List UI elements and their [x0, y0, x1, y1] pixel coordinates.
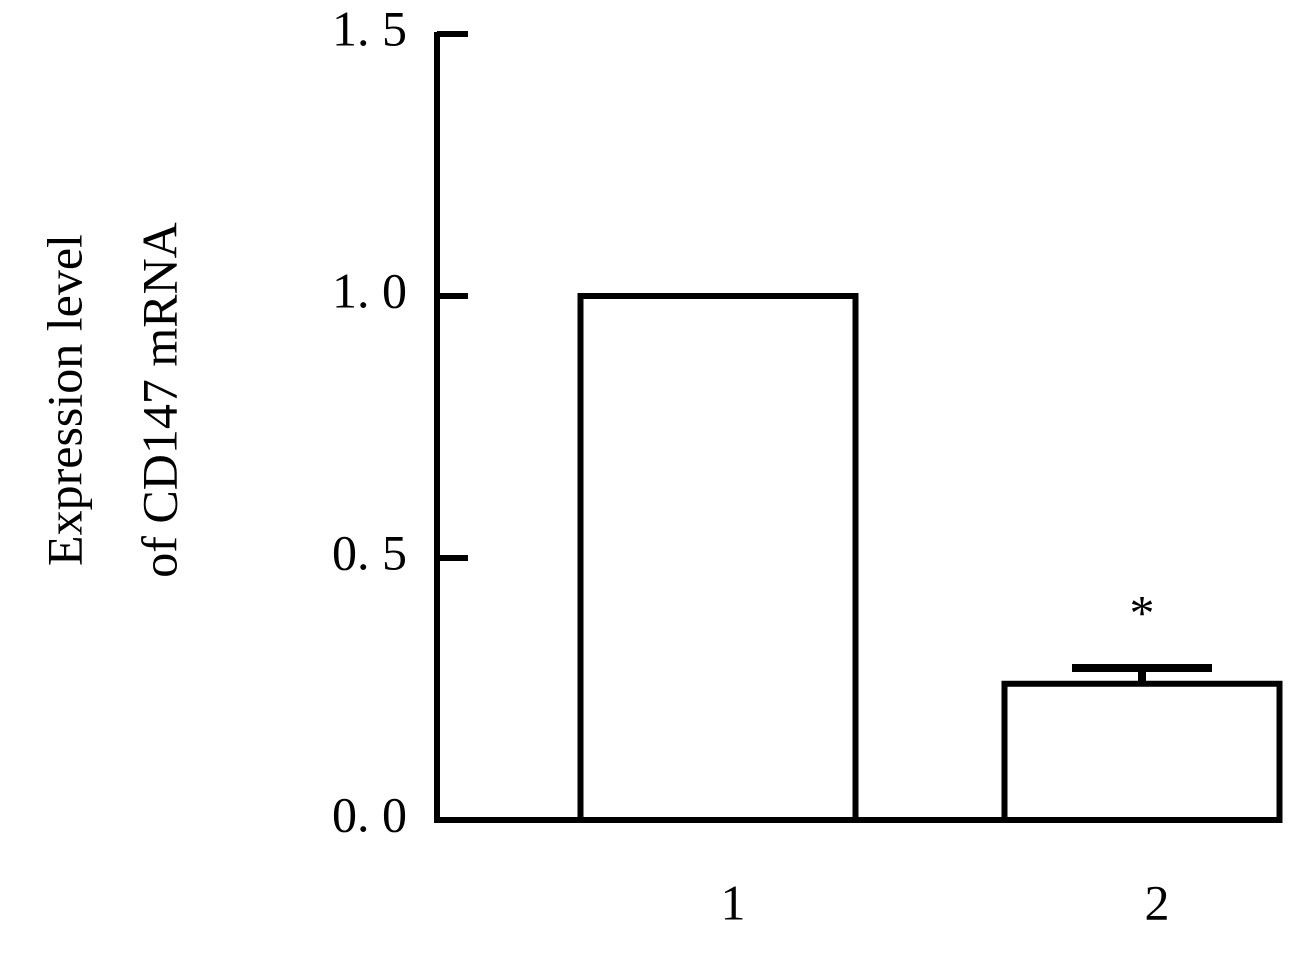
y-tick-label: 1. 5 — [332, 0, 407, 56]
x-tick-label: 1 — [721, 874, 746, 930]
y-tick-label: 1. 0 — [332, 262, 407, 318]
y-axis-title-line: Expression level — [36, 234, 92, 566]
bar — [1001, 680, 1283, 824]
y-tick-label: 0. 0 — [332, 786, 407, 842]
significance-marker: * — [1130, 585, 1155, 641]
y-axis-title-line: of CD147 mRNA — [131, 222, 187, 578]
y-axis-title: Expression level of CD147 mRNA — [36, 222, 187, 578]
y-tick-label: 0. 5 — [332, 524, 407, 580]
error-bar — [1072, 664, 1212, 684]
x-tick-label: 2 — [1145, 874, 1170, 930]
bar — [577, 293, 859, 823]
